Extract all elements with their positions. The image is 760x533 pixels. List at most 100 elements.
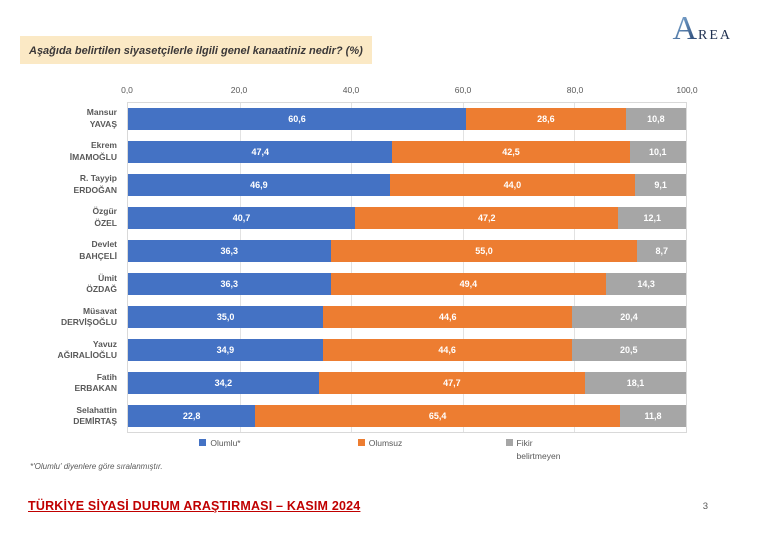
stacked-bar: 47,4 42,5 10,1	[128, 141, 686, 164]
page-number: 3	[702, 501, 708, 512]
bar-rows: 60,6 28,6 10,8 47,4 42,5 10,1 46,9 44,0 9,1 40,7 4…	[128, 103, 686, 432]
bar-row: 34,2 47,7 18,1	[128, 366, 686, 399]
plot-area: 60,6 28,6 10,8 47,4 42,5 10,1 46,9 44,0 9,1 40,7 4…	[127, 102, 687, 433]
category-label-line1: Ümit	[98, 272, 117, 283]
category-label-line1: Ekrem	[91, 140, 117, 151]
bar-value-label: 36,3	[220, 278, 239, 289]
bar-row: 40,7 47,2 12,1	[128, 202, 686, 235]
bar-segment: 28,6	[466, 108, 626, 131]
legend-label: Fikir belirtmeyen	[516, 438, 561, 461]
bar-segment: 49,4	[330, 272, 607, 295]
bar-row: 22,8 65,4 11,8	[128, 399, 686, 432]
bar-value-label: 20,4	[620, 311, 638, 322]
logo-text: REA	[698, 28, 732, 43]
category-label-line2: YAVAŞ	[89, 118, 117, 129]
category-label: R. Tayyip ERDOĞAN	[10, 168, 122, 201]
bar-row: 34,9 44,6 20,5	[128, 333, 686, 366]
bar-segment: 22,8	[128, 404, 256, 427]
bar-value-label: 35,0	[216, 311, 235, 322]
bar-value-label: 55,0	[475, 246, 493, 257]
question-title-highlight: Aşağıda belirtilen siyasetçilerle ilgili…	[20, 36, 372, 64]
x-tick-label: 40,0	[342, 85, 360, 95]
legend-item-inner: Olumsuz	[357, 437, 402, 463]
bar-value-label: 18,1	[626, 377, 645, 388]
bar-value-label: 47,2	[478, 213, 496, 224]
bar-value-label: 10,1	[649, 147, 667, 158]
category-label: Fatih ERBAKAN	[10, 367, 122, 400]
bar-value-label: 47,7	[443, 377, 461, 388]
chart-legend: Olumlu* Olumsuz Fikir belirtmeyen	[140, 437, 620, 463]
gridline	[574, 103, 576, 432]
bar-segment: 35,0	[128, 305, 324, 328]
bar-segment: 60,6	[128, 108, 467, 131]
bar-value-label: 47,4	[251, 147, 269, 158]
category-label-line2: ÖZDAĞ	[86, 284, 117, 295]
category-label-line2: BAHÇELİ	[79, 250, 117, 261]
bar-value-label: 22,8	[182, 410, 201, 421]
category-labels: Mansur YAVAŞ Ekrem İMAMOĞLU R. Tayyip ERDOĞAN…	[10, 102, 122, 433]
category-label-line2: AĞIRALİOĞLU	[57, 350, 118, 361]
bar-value-label: 10,8	[647, 114, 665, 125]
category-label: Özgür ÖZEL	[10, 201, 122, 234]
gridline	[239, 103, 241, 432]
x-tick-label: 0,0	[121, 85, 133, 95]
category-label: Ekrem İMAMOĞLU	[10, 135, 122, 168]
bar-row: 36,3 55,0 8,7	[128, 235, 686, 268]
area-logo: A REA	[672, 12, 732, 46]
legend-item: Fikir belirtmeyen	[460, 437, 620, 463]
bar-value-label: 9,1	[654, 180, 667, 191]
bar-value-label: 42,5	[502, 147, 520, 158]
category-label-line2: ERDOĞAN	[73, 184, 117, 195]
bar-segment: 47,2	[355, 207, 619, 230]
category-label: Mansur YAVAŞ	[10, 102, 122, 135]
stacked-bar: 34,9 44,6 20,5	[128, 338, 686, 361]
bar-value-label: 28,6	[537, 114, 555, 125]
stacked-bar: 35,0 44,6 20,4	[128, 305, 686, 328]
bar-value-label: 8,7	[655, 246, 668, 257]
category-label: Ümit ÖZDAĞ	[10, 268, 122, 301]
category-label-line2: ERBAKAN	[74, 383, 118, 394]
legend-swatch-icon	[199, 439, 207, 446]
bar-value-label: 11,8	[644, 410, 662, 421]
legend-item-inner: Fikir belirtmeyen	[505, 437, 575, 463]
bar-segment: 44,6	[323, 305, 573, 328]
footnote: *'Olumlu' diyenlere göre sıralanmıştır.	[30, 462, 163, 471]
x-tick-label: 60,0	[454, 85, 472, 95]
bar-segment: 34,2	[128, 371, 319, 394]
bar-value-label: 20,5	[620, 344, 638, 355]
bar-value-label: 12,1	[643, 213, 661, 224]
stacked-bar: 60,6 28,6 10,8	[128, 108, 686, 131]
bar-row: 36,3 49,4 14,3	[128, 268, 686, 301]
category-label-line2: İMAMOĞLU	[69, 151, 117, 162]
category-label: Müsavat DERVİŞOĞLU	[10, 301, 122, 334]
legend-label: Olumlu*	[210, 438, 241, 448]
category-label-line2: ÖZEL	[94, 217, 117, 228]
bar-segment: 18,1	[584, 371, 686, 394]
category-label-line1: Fatih	[96, 371, 117, 382]
category-label-line1: Müsavat	[82, 305, 117, 316]
bar-segment: 46,9	[128, 174, 390, 197]
bar-segment: 14,3	[606, 272, 686, 295]
category-label-line2: DERVİŞOĞLU	[60, 317, 117, 328]
bar-segment: 10,8	[625, 108, 686, 131]
bar-row: 47,4 42,5 10,1	[128, 136, 686, 169]
legend-item-inner: Olumlu*	[199, 437, 241, 463]
bar-segment: 20,5	[571, 338, 686, 361]
category-label: Devlet BAHÇELİ	[10, 234, 122, 267]
stacked-bar: 36,3 55,0 8,7	[128, 240, 686, 263]
x-axis-tick-labels: 0,0 20,0 40,0 60,0 80,0 100,0	[121, 85, 698, 97]
category-label-line1: Özgür	[92, 206, 117, 217]
legend-swatch-icon	[505, 439, 513, 446]
bar-value-label: 44,6	[438, 344, 456, 355]
stacked-bar: 40,7 47,2 12,1	[128, 207, 686, 230]
x-tick-label: 100,0	[676, 85, 698, 95]
bar-segment: 8,7	[637, 240, 686, 263]
stacked-bar: 36,3 49,4 14,3	[128, 272, 686, 295]
stacked-bar: 34,2 47,7 18,1	[128, 371, 686, 394]
bar-segment: 10,1	[629, 141, 686, 164]
category-label-line1: Devlet	[91, 239, 117, 250]
legend-item: Olumsuz	[300, 437, 460, 463]
gridline	[462, 103, 464, 432]
legend-swatch-icon	[357, 439, 365, 446]
logo-letter-a: A	[672, 10, 697, 47]
